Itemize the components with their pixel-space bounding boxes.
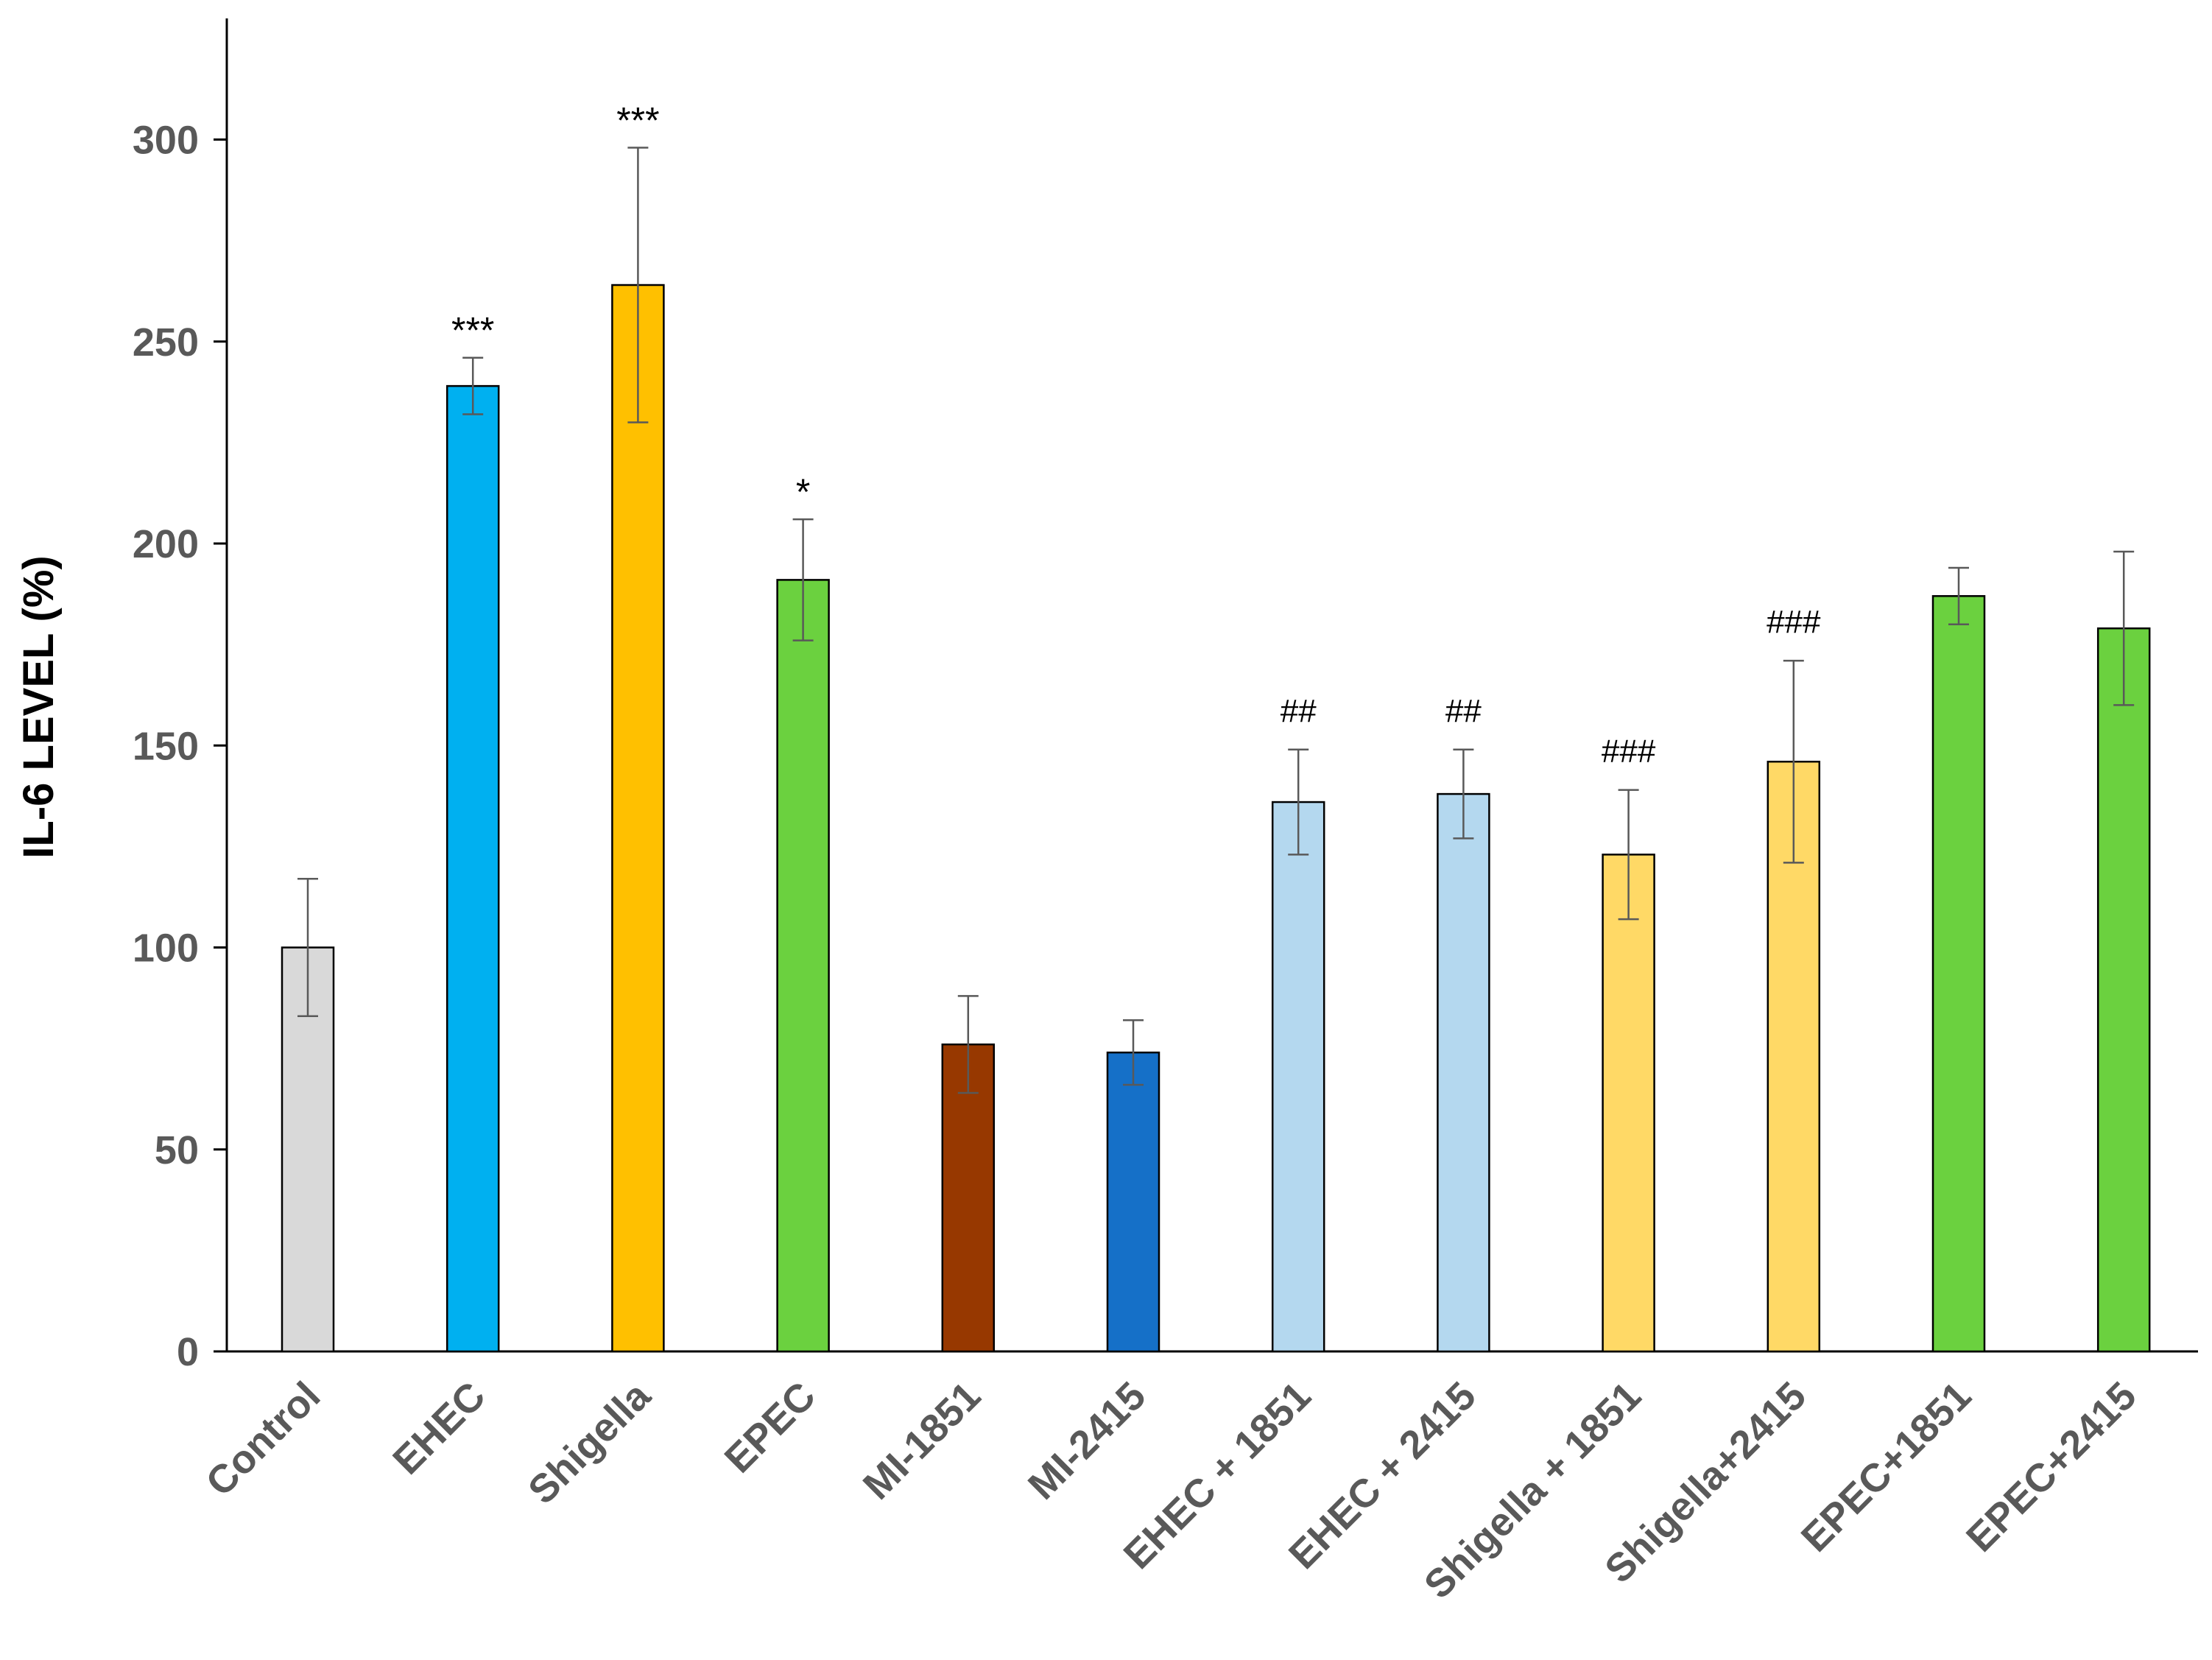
bar <box>776 579 830 1353</box>
axes: 0 50 100 150 200 250 300 <box>133 18 2198 1374</box>
significance-annotation: *** <box>616 100 659 141</box>
error-bar <box>627 147 649 423</box>
error-bar <box>957 995 979 1094</box>
category-label: Shigella <box>520 1373 660 1513</box>
category-label: Control <box>197 1374 328 1505</box>
y-tick-label: 0 <box>177 1330 199 1374</box>
y-tick-label: 50 <box>155 1128 199 1172</box>
y-axis-label: IL-6 LEVEL (%) <box>15 555 63 858</box>
bar <box>1602 854 1655 1353</box>
bar <box>941 1043 996 1353</box>
y-tick-label: 150 <box>133 724 199 768</box>
significance-annotation: ### <box>1767 604 1821 640</box>
significance-annotation: ## <box>1281 693 1317 729</box>
bar <box>2096 627 2151 1353</box>
category-label: MI-2415 <box>1020 1374 1155 1508</box>
significance-annotation: ### <box>1602 734 1656 770</box>
y-tick-label: 300 <box>133 119 199 163</box>
error-bar <box>1123 1019 1144 1086</box>
error-bar <box>1618 789 1639 921</box>
bar <box>1271 801 1325 1353</box>
error-bar <box>1288 748 1309 856</box>
y-tick-label: 100 <box>133 926 199 971</box>
y-tick-label: 250 <box>133 320 199 365</box>
bar <box>611 284 665 1353</box>
error-bar <box>792 518 814 641</box>
category-label: MI-1851 <box>855 1374 990 1508</box>
error-bar <box>1453 748 1474 840</box>
category-label: EPEC <box>716 1374 824 1481</box>
bars <box>281 147 2151 1353</box>
y-tick-label: 200 <box>133 522 199 566</box>
error-bar <box>2113 550 2135 706</box>
bar <box>1106 1051 1160 1353</box>
significance-annotation: *** <box>451 310 494 351</box>
bar <box>1931 595 1986 1353</box>
category-label: EPEC+1851 <box>1793 1374 1980 1561</box>
category-label: EHEC <box>384 1374 494 1483</box>
bar <box>445 384 500 1353</box>
category-label: EPEC+2415 <box>1958 1374 2145 1561</box>
significance-annotation: * <box>796 471 810 513</box>
error-bar <box>1948 566 1969 625</box>
error-bar <box>462 356 484 415</box>
significance-annotation: ## <box>1445 693 1482 729</box>
bar <box>1437 792 1490 1353</box>
error-bar <box>1783 659 1804 864</box>
error-bar <box>297 878 318 1018</box>
